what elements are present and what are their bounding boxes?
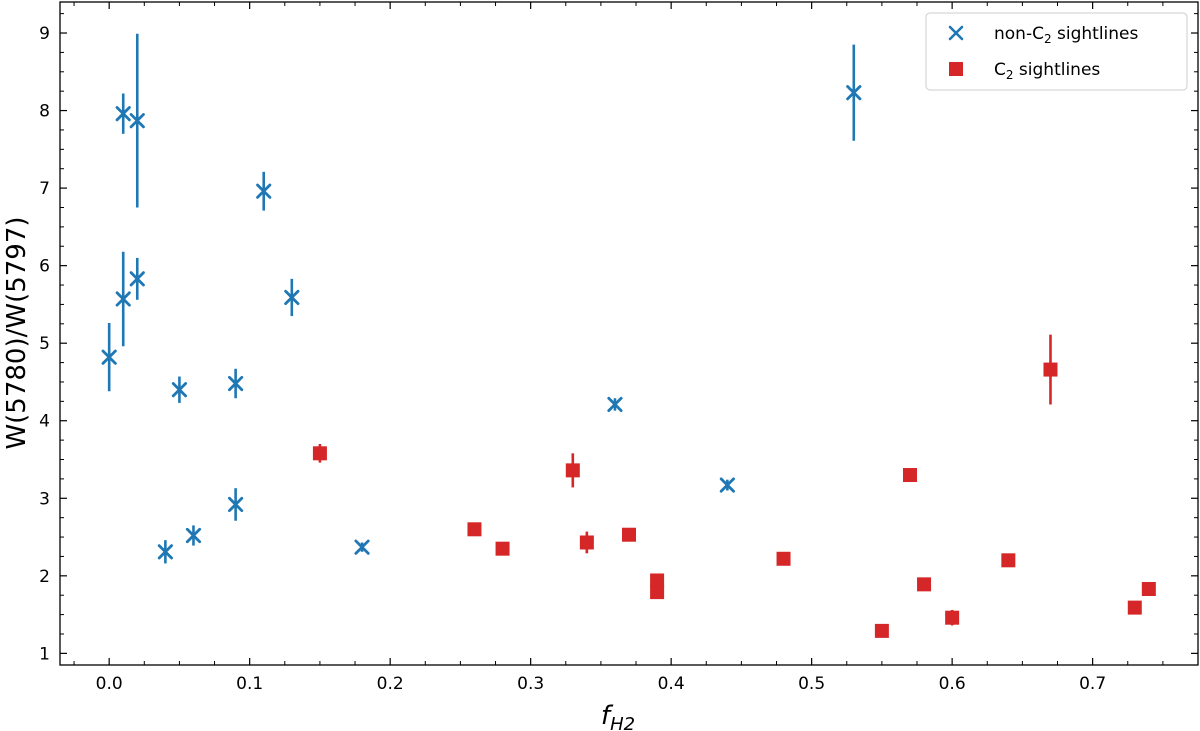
marker-stroke — [228, 375, 244, 392]
data-point-c2 — [1043, 362, 1058, 377]
y-tick-label: 6 — [39, 257, 50, 277]
data-point-c2 — [1001, 553, 1016, 568]
y-tick-label: 9 — [39, 24, 50, 44]
data-point-non-c2 — [846, 85, 862, 101]
y-tick-label: 4 — [39, 412, 50, 432]
data-point-non-c2 — [185, 527, 202, 544]
legend-entry-non-c2: non-C2 sightlines — [994, 24, 1139, 46]
axis-ticks — [60, 2, 1199, 665]
x-tick-label: 0.7 — [1079, 674, 1106, 694]
data-point-c2 — [776, 551, 791, 566]
data-point-c2 — [917, 577, 932, 592]
legend-marker-x-icon — [948, 25, 964, 41]
markers — [101, 85, 1156, 638]
marker-stroke — [129, 113, 145, 129]
y-tick-label: 1 — [39, 644, 50, 664]
marker-stroke — [171, 382, 188, 398]
data-point-non-c2 — [115, 291, 131, 307]
plot-background — [60, 2, 1198, 665]
y-tick-label: 8 — [39, 102, 50, 122]
legend: non-C2 sightlines C2 sightlines — [925, 12, 1188, 91]
legend-entry-non-c2-sub: 2 — [1044, 32, 1052, 46]
data-point-c2 — [467, 522, 482, 537]
data-point-c2 — [874, 623, 889, 638]
legend-entry-c2-rest: sightlines — [1014, 60, 1101, 80]
data-point-non-c2 — [607, 396, 623, 413]
marker-stroke — [185, 527, 202, 544]
data-point-c2 — [945, 610, 960, 625]
data-point-c2 — [565, 463, 580, 478]
data-point-non-c2 — [228, 496, 244, 513]
marker-stroke — [719, 477, 735, 493]
x-axis-label: fH2 — [601, 701, 635, 731]
marker-stroke — [115, 291, 131, 307]
y-axis-label: W(5780)/W(5797) — [2, 216, 32, 449]
data-point-c2 — [312, 446, 327, 461]
data-point-c2 — [579, 535, 594, 550]
data-point-non-c2 — [157, 544, 173, 560]
legend-entry-c2: C2 sightlines — [994, 60, 1100, 82]
data-point-non-c2 — [115, 106, 131, 122]
marker-stroke — [157, 544, 173, 560]
y-tick-label: 7 — [39, 179, 50, 199]
y-tick-label: 5 — [39, 334, 50, 354]
legend-entry-non-c2-main: non-C — [994, 24, 1044, 44]
data-point-non-c2 — [256, 183, 272, 199]
legend-entry-c2-sub: 2 — [1006, 68, 1014, 82]
data-point-c2 — [622, 527, 636, 542]
marker-stroke — [354, 539, 370, 555]
legend-entry-c2-main: C — [994, 60, 1006, 80]
data-point-non-c2 — [129, 271, 145, 287]
marker-stroke — [284, 289, 300, 306]
data-point-c2 — [1141, 582, 1156, 597]
marker-stroke — [101, 349, 117, 365]
data-point-c2 — [1127, 600, 1142, 615]
data-point-c2 — [650, 573, 665, 588]
marker-stroke — [607, 396, 623, 413]
data-point-non-c2 — [284, 289, 300, 306]
marker-stroke — [115, 106, 131, 122]
data-point-non-c2 — [101, 349, 117, 365]
plot-frame — [59, 1, 1199, 666]
data-point-non-c2 — [171, 382, 188, 398]
x-tick-label: 0.3 — [517, 674, 544, 694]
x-tick-label: 0.4 — [658, 674, 685, 694]
x-tick-label: 0.2 — [377, 674, 404, 694]
data-point-c2 — [650, 585, 665, 600]
x-axis-label-sub: H2 — [610, 714, 635, 731]
data-point-c2 — [902, 468, 917, 483]
marker-stroke — [228, 496, 244, 513]
marker-stroke — [256, 183, 272, 199]
x-tick-label: 0.6 — [939, 674, 966, 694]
data-point-non-c2 — [129, 113, 145, 129]
y-tick-label: 3 — [39, 489, 50, 509]
x-tick-label: 0.1 — [236, 674, 263, 694]
marker-stroke — [129, 271, 145, 287]
legend-entry-non-c2-rest: sightlines — [1052, 24, 1139, 44]
data-point-non-c2 — [228, 375, 244, 392]
legend-marker-square-icon — [949, 62, 963, 76]
legend-frame — [925, 12, 1188, 91]
data-point-non-c2 — [354, 539, 370, 555]
marker-stroke — [846, 85, 862, 101]
data-point-non-c2 — [719, 477, 735, 493]
axis-tick-labels: 0.0 0.1 0.2 0.3 0.4 0.5 0.6 0.7 1 2 3 4 5 6 7 8 9 — [39, 24, 1106, 694]
data-point-c2 — [495, 541, 510, 556]
x-tick-label: 0.0 — [96, 674, 123, 694]
y-tick-label: 2 — [39, 567, 50, 587]
x-tick-label: 0.5 — [798, 674, 825, 694]
